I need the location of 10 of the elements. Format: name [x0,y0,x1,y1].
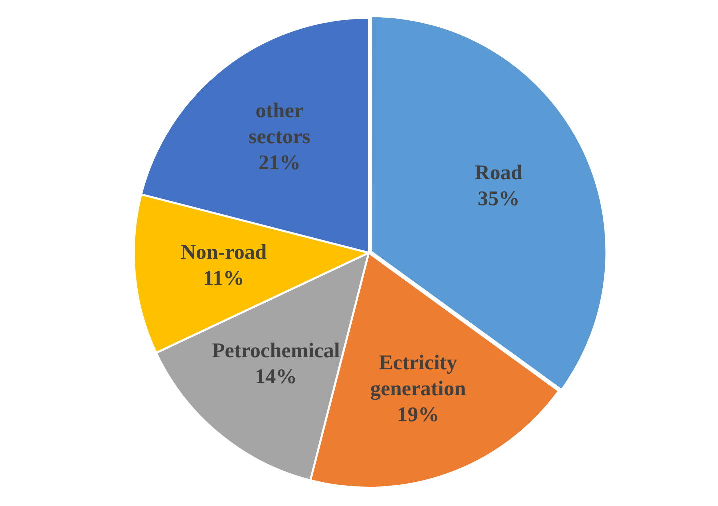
data-label: 35% [478,186,520,210]
data-label: 21% [258,150,301,174]
slice-label: Petrochemical [212,338,340,363]
data-label: 19% [397,402,440,427]
slice-label: Non-road [180,240,268,264]
data-label: 14% [255,364,298,389]
slice-label: other sectors [248,98,311,148]
slice-label: Road [474,160,524,184]
slice-label: Ectricity generation [370,350,466,401]
data-label: 11% [204,266,244,290]
